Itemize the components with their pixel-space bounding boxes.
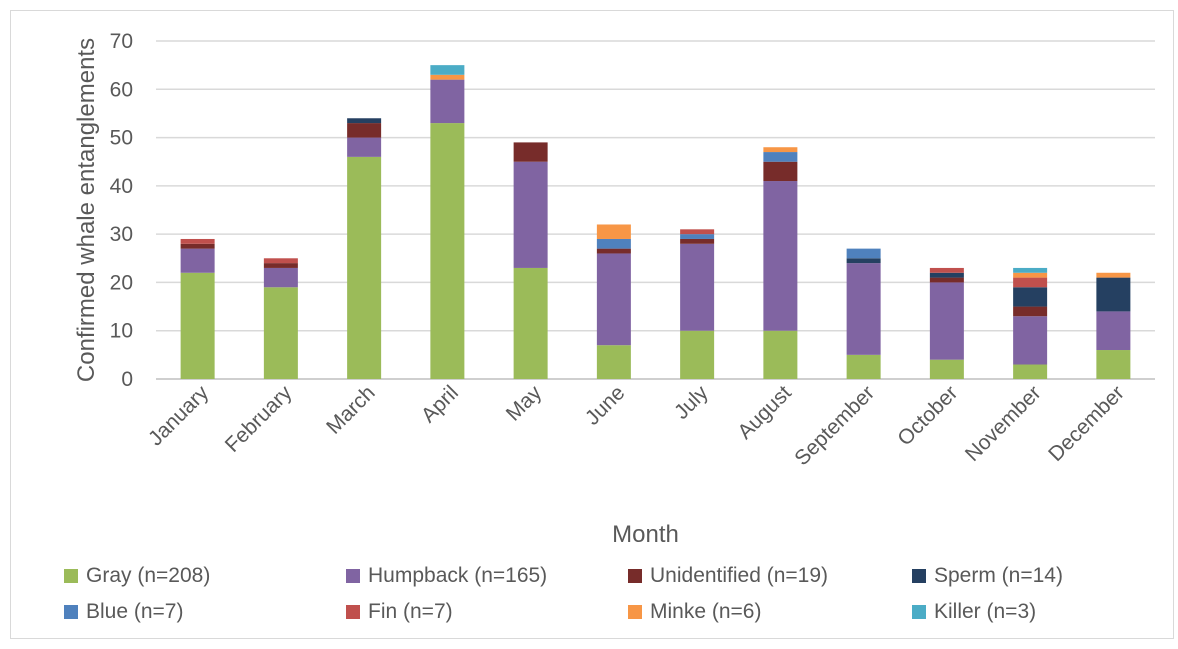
bar-segment bbox=[596, 224, 631, 239]
bar-segment bbox=[513, 267, 548, 379]
bar-segment bbox=[763, 152, 798, 162]
x-tick-label: September bbox=[790, 381, 879, 470]
y-tick-label: 0 bbox=[121, 368, 133, 391]
bar-segment bbox=[596, 238, 631, 249]
legend-label: Killer (n=3) bbox=[934, 600, 1036, 623]
x-tick-label: December bbox=[1044, 381, 1129, 466]
bar-segment bbox=[680, 330, 715, 379]
x-axis-ticks: January February March April May June July Augu… bbox=[144, 381, 1129, 470]
legend-swatch bbox=[346, 569, 360, 583]
bar-segment bbox=[846, 258, 881, 264]
y-tick-label: 10 bbox=[110, 320, 133, 343]
bars bbox=[180, 65, 1131, 379]
bar-segment bbox=[1013, 277, 1048, 288]
bar-segment bbox=[1096, 272, 1131, 278]
bar-segment bbox=[929, 267, 964, 273]
legend-swatch bbox=[64, 569, 78, 583]
x-tick-label: October bbox=[893, 381, 962, 450]
bar-segment bbox=[263, 258, 298, 264]
legend-label: Blue (n=7) bbox=[86, 600, 183, 623]
legend-swatch bbox=[346, 605, 360, 619]
bar-segment bbox=[1013, 316, 1048, 365]
bar-segment bbox=[513, 161, 548, 268]
legend-label: Gray (n=208) bbox=[86, 564, 210, 587]
x-tick-label: February bbox=[221, 381, 297, 457]
bar-segment bbox=[680, 234, 715, 239]
legend-swatch bbox=[912, 569, 926, 583]
bar-segment bbox=[763, 161, 798, 182]
bar-segment bbox=[347, 156, 382, 379]
x-tick-label: March bbox=[322, 381, 380, 439]
bar-segment bbox=[347, 118, 382, 124]
bar-segment bbox=[1013, 364, 1048, 379]
bar-segment bbox=[347, 123, 382, 138]
bar-segment bbox=[263, 267, 298, 288]
legend-swatch bbox=[628, 569, 642, 583]
bar-segment bbox=[1096, 350, 1131, 379]
bar-segment bbox=[430, 74, 465, 80]
bar-segment bbox=[846, 248, 881, 259]
bar-segment bbox=[430, 123, 465, 379]
x-tick-label: July bbox=[670, 381, 713, 424]
bar-segment bbox=[1013, 267, 1048, 273]
legend-label: Humpback (n=165) bbox=[368, 564, 547, 587]
bar-segment bbox=[1013, 272, 1048, 278]
legend-label: Minke (n=6) bbox=[650, 600, 761, 623]
legend-swatch bbox=[912, 605, 926, 619]
legend-label: Unidentified (n=19) bbox=[650, 564, 828, 587]
bar-segment bbox=[929, 282, 964, 360]
bar-segment bbox=[763, 181, 798, 331]
bar-segment bbox=[596, 248, 631, 254]
bar-segment bbox=[929, 272, 964, 278]
legend-swatch bbox=[64, 605, 78, 619]
legend-swatch bbox=[628, 605, 642, 619]
bar-segment bbox=[929, 277, 964, 283]
x-tick-label: August bbox=[733, 381, 796, 444]
y-tick-label: 50 bbox=[110, 127, 133, 150]
y-tick-label: 20 bbox=[110, 271, 133, 294]
x-tick-label: April bbox=[417, 381, 463, 427]
bar-segment bbox=[596, 345, 631, 379]
bar-segment bbox=[846, 263, 881, 355]
y-tick-label: 60 bbox=[110, 78, 133, 101]
bar-segment bbox=[846, 354, 881, 379]
bar-segment bbox=[680, 229, 715, 235]
y-axis-ticks: 0 10 20 30 40 50 60 70 bbox=[110, 30, 133, 391]
x-tick-label: November bbox=[961, 381, 1046, 466]
bar-segment bbox=[929, 359, 964, 379]
bar-segment bbox=[347, 137, 382, 157]
y-axis-title: Confirmed whale entanglements bbox=[73, 38, 100, 382]
bar-segment bbox=[763, 147, 798, 153]
x-tick-label: January bbox=[144, 381, 213, 450]
bar-segment bbox=[180, 243, 215, 249]
bar-segment bbox=[430, 65, 465, 75]
y-tick-label: 30 bbox=[110, 223, 133, 246]
bar-segment bbox=[180, 272, 215, 379]
legend-label: Sperm (n=14) bbox=[934, 564, 1063, 587]
legend-label: Fin (n=7) bbox=[368, 600, 453, 623]
gridlines bbox=[156, 40, 1155, 380]
bar-segment bbox=[680, 243, 715, 331]
bar-segment bbox=[180, 238, 215, 244]
bar-segment bbox=[596, 253, 631, 346]
bar-segment bbox=[513, 142, 548, 162]
bar-segment bbox=[1013, 306, 1048, 317]
x-tick-label: June bbox=[581, 381, 629, 429]
bar-segment bbox=[1096, 277, 1131, 312]
y-tick-label: 40 bbox=[110, 175, 133, 198]
bar-segment bbox=[1096, 311, 1131, 351]
bar-segment bbox=[180, 248, 215, 273]
bar-segment bbox=[763, 330, 798, 379]
x-tick-label: May bbox=[502, 381, 547, 426]
bar-segment bbox=[263, 263, 298, 268]
bar-segment bbox=[263, 287, 298, 379]
bar-segment bbox=[680, 238, 715, 244]
x-axis-title: Month bbox=[612, 521, 679, 548]
bar-segment bbox=[430, 79, 465, 124]
y-tick-label: 70 bbox=[110, 30, 133, 53]
chart-frame bbox=[10, 10, 1174, 639]
bar-segment bbox=[1013, 287, 1048, 307]
legend: Gray (n=208) Humpback (n=165) Unidentified… bbox=[64, 564, 1063, 623]
